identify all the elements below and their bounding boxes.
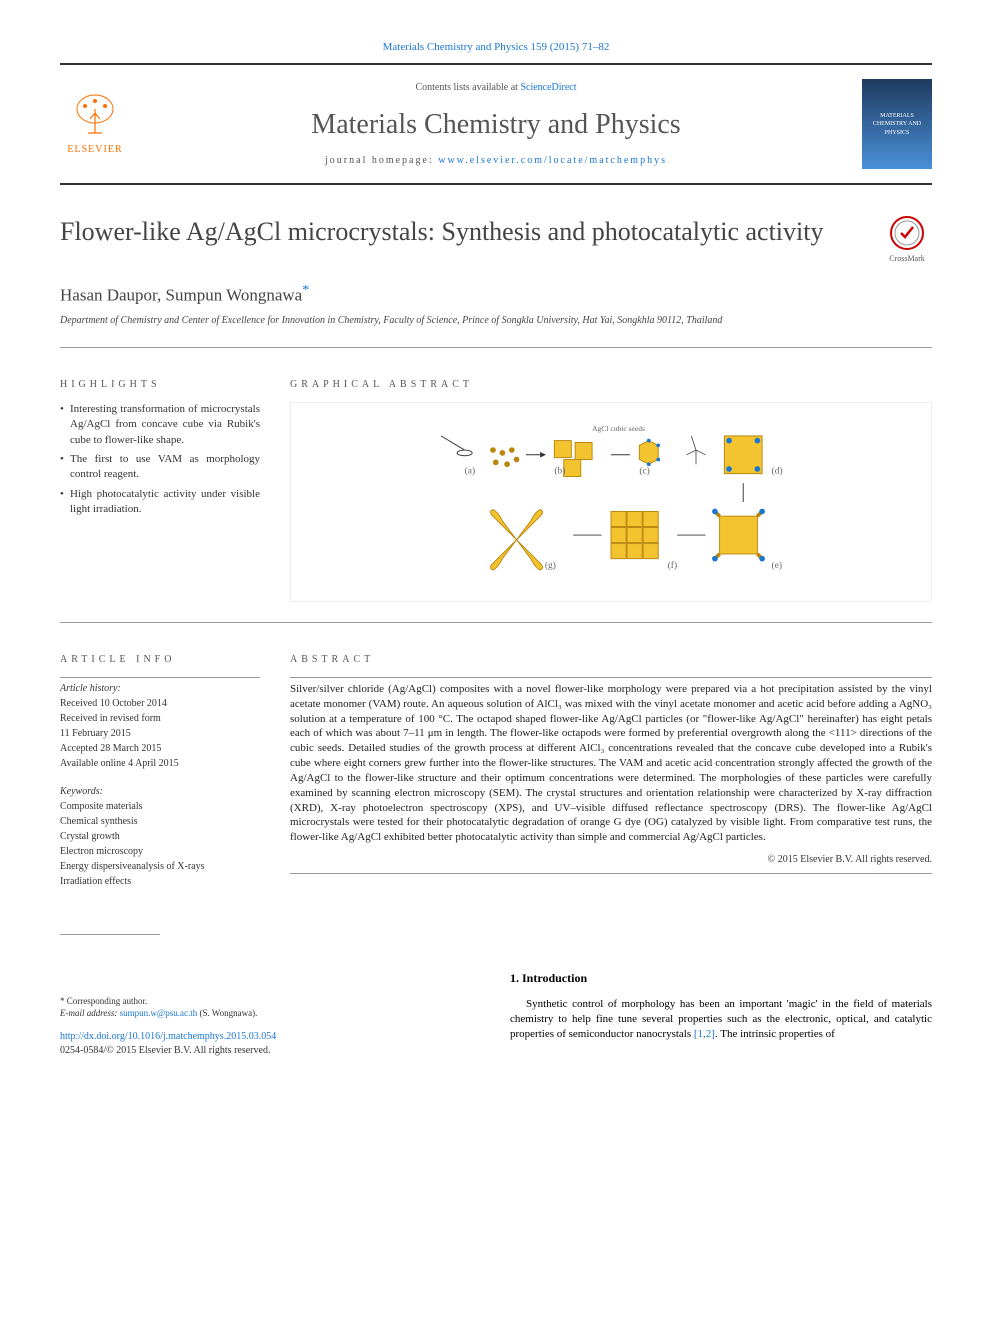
- bottom-row: * Corresponding author. E-mail address: …: [60, 930, 932, 1058]
- svg-text:(f): (f): [668, 560, 677, 571]
- online-date: Available online 4 April 2015: [60, 757, 260, 771]
- title-row: Flower-like Ag/AgCl microcrystals: Synth…: [60, 215, 932, 265]
- keywords-block: Keywords: Composite materials Chemical s…: [60, 785, 260, 889]
- keywords-label: Keywords:: [60, 785, 260, 799]
- article-title: Flower-like Ag/AgCl microcrystals: Synth…: [60, 215, 882, 249]
- elsevier-logo: ELSEVIER: [60, 84, 130, 164]
- graphical-abstract-col: GRAPHICAL ABSTRACT AgCl cubic seeds: [290, 378, 932, 602]
- sciencedirect-link[interactable]: ScienceDirect: [520, 82, 576, 93]
- divider: [60, 347, 932, 348]
- svg-text:(a): (a): [465, 466, 475, 477]
- crossmark-badge[interactable]: CrossMark: [882, 215, 932, 265]
- divider: [60, 934, 160, 935]
- divider: [290, 873, 932, 874]
- keyword: Crystal growth: [60, 830, 260, 844]
- highlight-item: Interesting transformation of microcryst…: [60, 402, 260, 448]
- accepted-date: Accepted 28 March 2015: [60, 742, 260, 756]
- revised-label: Received in revised form: [60, 712, 260, 726]
- issn-copyright: 0254-0584/© 2015 Elsevier B.V. All right…: [60, 1044, 480, 1058]
- received-date: Received 10 October 2014: [60, 697, 260, 711]
- svg-text:(c): (c): [639, 466, 649, 477]
- top-citation: Materials Chemistry and Physics 159 (201…: [60, 40, 932, 55]
- crossmark-text: CrossMark: [889, 253, 925, 264]
- divider: [60, 677, 260, 678]
- homepage-prefix: journal homepage:: [325, 155, 438, 166]
- keyword: Chemical synthesis: [60, 815, 260, 829]
- graphical-abstract-image: AgCl cubic seeds: [290, 402, 932, 602]
- authors: Hasan Daupor, Sumpun Wongnawa*: [60, 281, 932, 307]
- elsevier-text: ELSEVIER: [67, 143, 122, 157]
- abstract-col: ABSTRACT Silver/silver chloride (Ag/AgCl…: [290, 653, 932, 890]
- corresponding-author: * Corresponding author. E-mail address: …: [60, 995, 480, 1020]
- keyword: Composite materials: [60, 800, 260, 814]
- svg-text:(d): (d): [772, 466, 783, 477]
- highlights-list: Interesting transformation of microcryst…: [60, 402, 260, 518]
- abstract-text: Silver/silver chloride (Ag/AgCl) composi…: [290, 682, 932, 845]
- journal-homepage: journal homepage: www.elsevier.com/locat…: [130, 154, 862, 168]
- email-label: E-mail address:: [60, 1008, 120, 1018]
- journal-header: ELSEVIER Contents lists available at Sci…: [60, 69, 932, 179]
- header-center: Contents lists available at ScienceDirec…: [130, 81, 862, 168]
- contents-list: Contents lists available at ScienceDirec…: [130, 81, 862, 95]
- cover-text: MATERIALS CHEMISTRY AND PHYSICS: [866, 112, 928, 137]
- doi-block: http://dx.doi.org/10.1016/j.matchemphys.…: [60, 1030, 480, 1044]
- graphical-abstract-heading: GRAPHICAL ABSTRACT: [290, 378, 932, 392]
- highlights-col: HIGHLIGHTS Interesting transformation of…: [60, 378, 260, 602]
- keyword: Electron microscopy: [60, 845, 260, 859]
- introduction-col: 1. Introduction Synthetic control of mor…: [510, 930, 932, 1058]
- corresponding-marker: *: [302, 283, 309, 298]
- email-link[interactable]: sumpun.w@psu.ac.th: [120, 1008, 198, 1018]
- authors-names: Hasan Daupor, Sumpun Wongnawa: [60, 286, 302, 305]
- info-abstract-row: ARTICLE INFO Article history: Received 1…: [60, 653, 932, 890]
- revised-date: 11 February 2015: [60, 727, 260, 741]
- article-info-heading: ARTICLE INFO: [60, 653, 260, 667]
- keyword: Energy dispersiveanalysis of X-rays: [60, 860, 260, 874]
- highlight-item: The first to use VAM as morphology contr…: [60, 452, 260, 483]
- divider: [60, 183, 932, 185]
- svg-text:(g): (g): [545, 560, 556, 571]
- journal-cover: MATERIALS CHEMISTRY AND PHYSICS: [862, 79, 932, 169]
- journal-name: Materials Chemistry and Physics: [130, 105, 862, 144]
- keyword: Irradiation effects: [60, 875, 260, 889]
- seed-dots: [490, 447, 519, 467]
- abstract-heading: ABSTRACT: [290, 653, 932, 667]
- ref-link[interactable]: [1,2]: [694, 1028, 715, 1040]
- article-info-col: ARTICLE INFO Article history: Received 1…: [60, 653, 260, 890]
- intro-after: . The intrinsic properties of: [715, 1028, 835, 1040]
- email-author: (S. Wongnawa).: [197, 1008, 257, 1018]
- divider: [60, 622, 932, 623]
- corresponding-label: * Corresponding author.: [60, 995, 480, 1008]
- introduction-text: Synthetic control of morphology has been…: [510, 997, 932, 1043]
- svg-text:AgCl cubic seeds: AgCl cubic seeds: [592, 424, 645, 433]
- contents-prefix: Contents lists available at: [415, 82, 520, 93]
- affiliation: Department of Chemistry and Center of Ex…: [60, 314, 932, 327]
- highlight-item: High photocatalytic activity under visib…: [60, 487, 260, 518]
- homepage-link[interactable]: www.elsevier.com/locate/matchemphys: [438, 155, 667, 166]
- divider: [60, 63, 932, 65]
- svg-text:(e): (e): [772, 560, 782, 571]
- history-label: Article history:: [60, 682, 260, 696]
- abstract-copyright: © 2015 Elsevier B.V. All rights reserved…: [290, 853, 932, 867]
- divider: [290, 677, 932, 678]
- introduction-heading: 1. Introduction: [510, 970, 932, 987]
- article-history: Article history: Received 10 October 201…: [60, 682, 260, 771]
- highlights-abstract-row: HIGHLIGHTS Interesting transformation of…: [60, 378, 932, 602]
- elsevier-tree-icon: [70, 91, 120, 141]
- doi-link[interactable]: http://dx.doi.org/10.1016/j.matchemphys.…: [60, 1031, 276, 1042]
- svg-text:(b): (b): [554, 466, 565, 477]
- footer-col: * Corresponding author. E-mail address: …: [60, 930, 480, 1058]
- highlights-heading: HIGHLIGHTS: [60, 378, 260, 392]
- crossmark-icon: [889, 215, 925, 251]
